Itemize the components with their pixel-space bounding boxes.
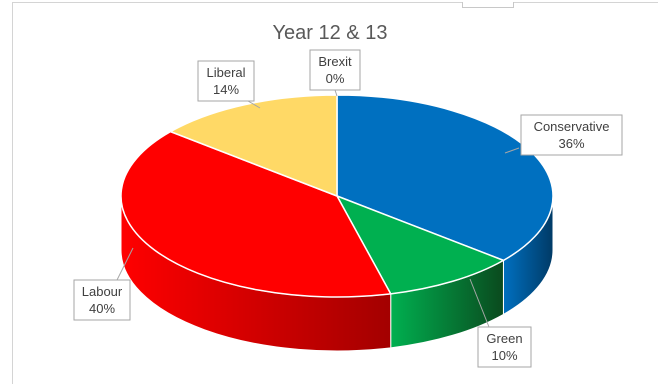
pie-sides bbox=[120, 195, 554, 352]
pie-slice-green bbox=[335, 194, 506, 295]
pie-slice-liberal bbox=[168, 94, 338, 198]
data-label-value-labour: 40% bbox=[89, 301, 115, 316]
leader-line-labour bbox=[116, 247, 134, 281]
leader-line-brexit bbox=[334, 89, 338, 97]
data-label-name-brexit: Brexit bbox=[318, 54, 352, 69]
data-label-name-conservative: Conservative bbox=[534, 119, 610, 134]
leader-line-conservative bbox=[504, 147, 520, 154]
leader-line-green bbox=[469, 278, 490, 328]
data-label-box-conservative bbox=[520, 114, 623, 156]
data-label-box-labour bbox=[73, 279, 131, 321]
data-label-value-green: 10% bbox=[491, 348, 517, 363]
pie-top bbox=[120, 94, 554, 298]
pie-labels: Conservative 36% Green 10% Labour 40% Liberal 1… bbox=[73, 49, 623, 368]
data-label-value-conservative: 36% bbox=[558, 136, 584, 151]
data-label-box-green bbox=[477, 326, 532, 368]
data-label-box-brexit bbox=[309, 49, 361, 91]
data-label-value-liberal: 14% bbox=[213, 82, 239, 97]
pie-leaders bbox=[116, 89, 520, 328]
leader-line-liberal bbox=[247, 100, 261, 109]
pie-slice-labour bbox=[120, 130, 392, 298]
data-label-name-green: Green bbox=[486, 331, 522, 346]
chart-title: Year 12 & 13 bbox=[272, 22, 388, 44]
data-label-name-liberal: Liberal bbox=[206, 65, 245, 80]
data-label-box-liberal bbox=[197, 60, 255, 102]
resize-handle[interactable] bbox=[462, 2, 514, 8]
data-label-value-brexit: 0% bbox=[326, 71, 345, 86]
data-label-name-labour: Labour bbox=[82, 284, 123, 299]
